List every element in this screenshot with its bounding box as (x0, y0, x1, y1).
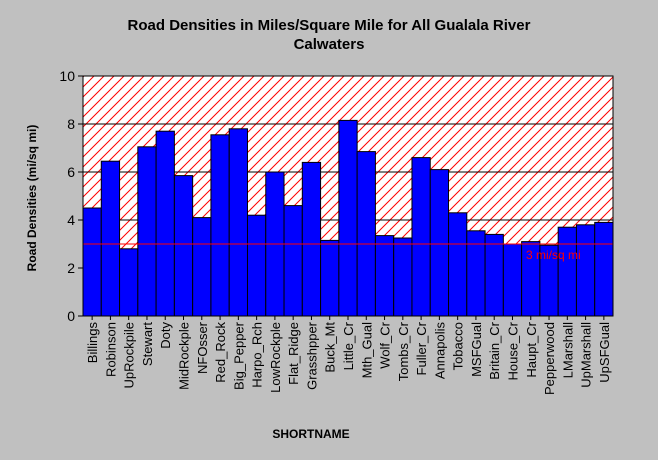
x-tick-label: Tobacco (451, 322, 466, 370)
y-tick-label: 6 (67, 164, 75, 180)
y-tick-label: 8 (67, 116, 75, 132)
bars (82, 119, 614, 317)
x-tick-label: Robinson (103, 322, 118, 377)
bar (320, 239, 340, 317)
bar (448, 212, 468, 317)
x-tick-label: Annapolis (432, 322, 447, 380)
x-tick-label: Buck_Mt (323, 322, 338, 373)
bar (502, 243, 523, 317)
x-axis-label: SHORTNAME (272, 427, 349, 441)
x-tick-label: UpSFGual (597, 322, 612, 383)
bar (192, 217, 212, 317)
chart-title-line-1: Road Densities in Miles/Square Mile for … (128, 17, 531, 34)
x-tick-label: Haupt_Cr (524, 321, 539, 377)
bar (82, 207, 102, 317)
x-tick-label: UpMarshall (579, 322, 594, 388)
bar (594, 221, 614, 317)
bar (173, 175, 194, 317)
y-tick-label: 10 (59, 68, 75, 84)
bar (210, 134, 230, 317)
y-axis-label: Road Densities (mi/sq mi) (25, 125, 39, 272)
bar (393, 237, 413, 317)
threshold: 3 mi/sq mi (83, 243, 613, 262)
bar (429, 169, 450, 317)
bar (557, 226, 577, 317)
y-axis: 0 2 4 6 8 10 (59, 68, 83, 324)
x-tick-label: LowRockple (268, 322, 283, 393)
x-tick-label: MidRockple (177, 322, 192, 390)
bar (484, 233, 504, 317)
x-tick-label: Little_Cr (341, 321, 356, 370)
bar (338, 119, 358, 317)
x-tick-label: Wolf_Cr (378, 321, 393, 368)
bar (119, 248, 139, 317)
threshold-label: 3 mi/sq mi (526, 248, 581, 262)
x-tick-label: Fuller_Cr (414, 321, 429, 375)
chart-title-line-2: Calwaters (294, 36, 365, 53)
bar (575, 224, 596, 317)
x-tick-label: Big_Pepper (231, 321, 246, 390)
bar (246, 214, 267, 317)
x-tick-label: UpRockpile (122, 322, 137, 388)
y-tick-label: 4 (67, 212, 75, 228)
bar (137, 146, 157, 317)
x-tick-label: Britain_Cr (487, 321, 502, 379)
x-axis: Billings Robinson UpRockpile Stewart Doty Mid… (85, 316, 612, 395)
x-tick-label: LMarshall (560, 322, 575, 378)
bar (374, 235, 395, 317)
x-tick-label: Stewart (140, 322, 155, 366)
x-tick-label: House_Cr (505, 321, 520, 380)
x-tick-label: MSFGual (469, 322, 484, 377)
bar (301, 161, 322, 317)
x-tick-label: Pepperwood (542, 322, 557, 395)
bar (155, 130, 175, 317)
y-tick-label: 0 (67, 308, 75, 324)
x-tick-label: NFOsser (195, 321, 210, 374)
bar (228, 128, 248, 317)
x-tick-label: Tombs_Cr (396, 321, 411, 381)
x-tick-label: Harpo_Rch (250, 322, 265, 388)
x-tick-label: Red_Rock (213, 322, 228, 383)
x-tick-label: Mth_Gual (359, 322, 374, 378)
x-tick-label: Doty (158, 322, 173, 349)
y-tick-label: 2 (67, 260, 75, 276)
bar (283, 205, 303, 317)
bar (411, 157, 431, 317)
bar (356, 151, 376, 317)
x-tick-label: Grasshpper (304, 321, 319, 390)
x-tick-label: Flat_Ridge (286, 322, 301, 385)
bar (100, 160, 121, 317)
x-tick-label: Billings (85, 322, 100, 364)
